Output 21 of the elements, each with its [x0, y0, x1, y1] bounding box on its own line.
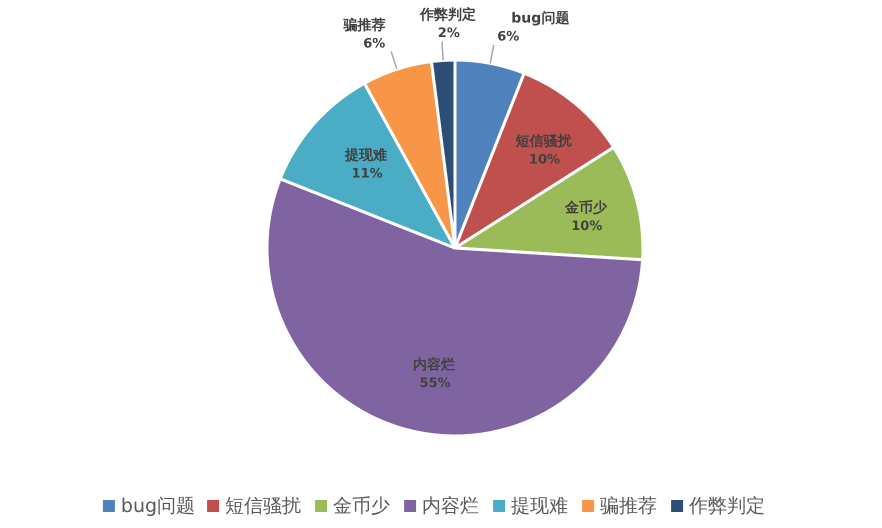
- slice-label: 短信骚扰: [514, 134, 572, 150]
- slice-label: bug问题: [511, 10, 570, 26]
- slice-label: 内容烂: [413, 356, 456, 373]
- data-label: 6%: [363, 36, 386, 52]
- slice-label: 作弊判定: [418, 6, 476, 23]
- legend-label: 作弊判定: [688, 495, 766, 517]
- data-label: 11%: [352, 166, 383, 182]
- data-label: 10%: [528, 152, 560, 168]
- slice-label: 提现难: [344, 147, 388, 164]
- slice-label: 金币少: [564, 199, 608, 216]
- data-label: 2%: [438, 26, 460, 41]
- legend-label: 金币少: [333, 495, 390, 517]
- data-label: 55%: [420, 376, 451, 391]
- data-label: 6%: [497, 29, 520, 44]
- legend-label: 骗推荐: [600, 495, 658, 517]
- legend-label: 内容烂: [422, 495, 480, 517]
- legend-label: bug问题: [120, 495, 196, 517]
- legend-label: 提现难: [511, 495, 568, 517]
- data-label: 10%: [571, 219, 602, 234]
- legend-label: 短信骚扰: [225, 495, 302, 517]
- slice-label: 骗推荐: [342, 16, 386, 34]
